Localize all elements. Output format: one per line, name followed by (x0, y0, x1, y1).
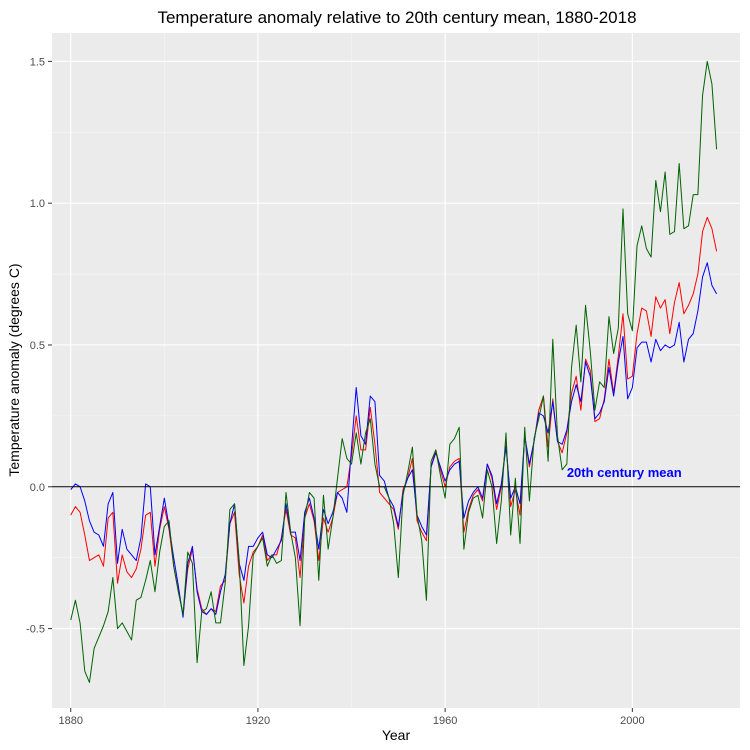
x-axis-title: Year (382, 727, 411, 743)
grid-minor (52, 33, 740, 708)
y-tick-label: 0.0 (30, 482, 45, 494)
y-axis: -0.5 0.0 0.5 1.0 1.5 (26, 56, 52, 636)
reference-line-label: 20th century mean (567, 465, 682, 480)
y-tick-label: 1.5 (30, 56, 45, 68)
x-tick-label: 1920 (246, 715, 270, 727)
y-tick-label: -0.5 (26, 624, 45, 636)
y-tick-label: 0.5 (30, 340, 45, 352)
x-tick-label: 1880 (58, 715, 82, 727)
x-tick-label: 1960 (433, 715, 457, 727)
y-axis-title: Temperature anomaly (degrees C) (6, 263, 22, 476)
x-axis: 1880 1920 1960 2000 (58, 708, 645, 727)
series-lines (70, 60, 718, 683)
series-blue-line (70, 262, 718, 618)
x-tick-label: 2000 (620, 715, 644, 727)
plot-panel (52, 33, 740, 708)
chart-title: Temperature anomaly relative to 20th cen… (157, 8, 636, 27)
y-tick-label: 1.0 (30, 198, 45, 210)
series-green-line (70, 60, 718, 683)
